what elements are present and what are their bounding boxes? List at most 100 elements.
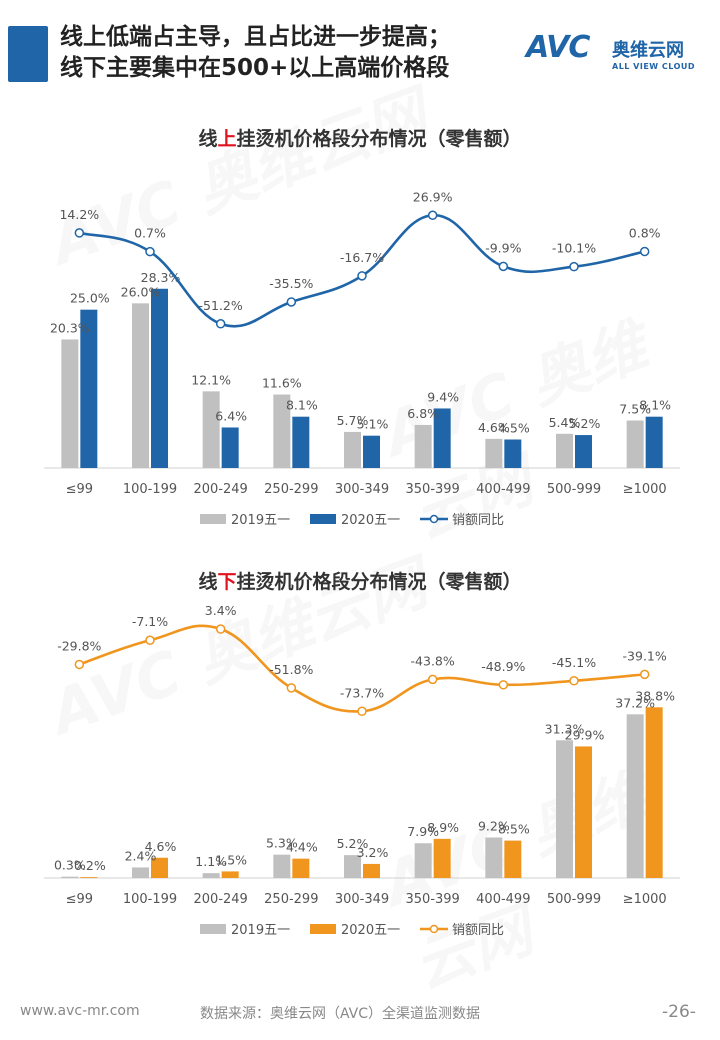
bar-2019 bbox=[273, 854, 291, 878]
yoy-point bbox=[427, 674, 438, 685]
bar-2019 bbox=[61, 339, 79, 468]
legend-swatch-2019 bbox=[200, 514, 226, 524]
bar-2020 bbox=[80, 877, 98, 878]
yoy-point bbox=[498, 680, 509, 690]
bar-2020 bbox=[504, 840, 522, 878]
bar-label-2019: 37.2% bbox=[615, 695, 655, 710]
yoy-label: -35.5% bbox=[269, 276, 313, 291]
legend-label-yoy: 销额同比 bbox=[452, 513, 504, 528]
yoy-label: -7.1% bbox=[132, 614, 168, 629]
bar-2019 bbox=[414, 843, 432, 878]
bar-2019 bbox=[556, 740, 573, 878]
yoy-point bbox=[215, 319, 226, 329]
yoy-point bbox=[215, 624, 226, 634]
page-title: 线上低端占主导，且占比进一步提高； 线下主要集中在500+以上高端价格段 bbox=[60, 22, 530, 84]
yoy-label: -73.7% bbox=[340, 685, 384, 700]
bar-2020 bbox=[433, 408, 451, 468]
x-tick-label: 100-199 bbox=[123, 482, 177, 497]
chart-offline-title: 线下挂烫机价格段分布情况（零售额） bbox=[0, 567, 720, 594]
x-tick-label: 350-399 bbox=[406, 482, 460, 497]
yoy-point bbox=[145, 635, 155, 645]
x-tick-label: 500-999 bbox=[547, 892, 601, 907]
bar-label-2020: 4.5% bbox=[498, 421, 530, 436]
bar-2019 bbox=[556, 433, 573, 468]
page-number: -26- bbox=[662, 1002, 696, 1022]
yoy-point bbox=[427, 210, 438, 221]
bar-2019 bbox=[344, 855, 361, 878]
x-tick-label: 350-399 bbox=[406, 892, 460, 907]
bar-2020 bbox=[151, 288, 168, 468]
yoy-label: -45.1% bbox=[552, 655, 596, 670]
legend-marker-yoy bbox=[429, 514, 439, 524]
bar-label-2020: 5.2% bbox=[569, 416, 601, 431]
bar-2020 bbox=[645, 707, 663, 878]
bar-2019 bbox=[132, 303, 149, 468]
legend-label-2019: 2019五一 bbox=[231, 513, 290, 528]
yoy-label: 0.7% bbox=[134, 226, 166, 241]
yoy-label: -39.1% bbox=[623, 648, 667, 663]
legend-swatch-2020 bbox=[310, 514, 336, 524]
yoy-label: -51.8% bbox=[269, 662, 313, 677]
bar-label-2019: 5.7% bbox=[337, 413, 369, 428]
yoy-point bbox=[74, 228, 85, 238]
bar-label-2020: 28.3% bbox=[141, 270, 181, 285]
bar-label-2020: 29.9% bbox=[565, 727, 605, 742]
bar-label-2019: 1.1% bbox=[195, 854, 227, 869]
chart-offline-title-prefix: 线 bbox=[198, 571, 218, 593]
bar-label-2019: 2.4% bbox=[125, 848, 157, 863]
bar-2019 bbox=[273, 394, 291, 468]
bar-label-2020: 8.5% bbox=[498, 822, 530, 837]
bar-label-2020: 38.8% bbox=[635, 688, 675, 703]
yoy-point bbox=[145, 246, 155, 257]
bar-2019 bbox=[626, 714, 644, 878]
footer-website[interactable]: www.avc-mr.com bbox=[20, 1003, 140, 1019]
bar-label-2020: 8.1% bbox=[639, 398, 671, 413]
yoy-label: -16.7% bbox=[340, 250, 384, 265]
bar-2020 bbox=[363, 863, 380, 878]
yoy-label: 26.9% bbox=[413, 189, 453, 204]
x-tick-label: 200-249 bbox=[194, 482, 248, 497]
bar-label-2019: 5.4% bbox=[549, 415, 581, 430]
x-tick-label: 400-499 bbox=[476, 892, 530, 907]
yoy-point bbox=[639, 246, 650, 257]
legend-label-2019: 2019五一 bbox=[231, 923, 290, 938]
chart-offline-title-accent: 下 bbox=[217, 571, 237, 593]
bar-label-2019: 11.6% bbox=[262, 376, 302, 391]
bar-2020 bbox=[433, 838, 451, 878]
x-tick-label: 250-299 bbox=[264, 892, 318, 907]
bar-label-2020: 6.4% bbox=[215, 408, 247, 423]
yoy-label: 14.2% bbox=[59, 207, 99, 222]
bar-2020 bbox=[151, 857, 168, 878]
avc-logo: AVC 奥维云网 ALL VIEW CLOUD bbox=[526, 30, 716, 80]
bar-2019 bbox=[485, 837, 503, 878]
yoy-point bbox=[357, 706, 367, 717]
bar-2019 bbox=[202, 873, 220, 878]
yoy-point bbox=[286, 297, 297, 307]
bar-2019 bbox=[414, 424, 432, 468]
bar-label-2019: 7.5% bbox=[619, 402, 651, 417]
bar-2019 bbox=[132, 867, 149, 878]
chart-online-title-prefix: 线 bbox=[198, 128, 218, 150]
bar-label-2019: 5.2% bbox=[337, 836, 369, 851]
yoy-point bbox=[286, 683, 297, 693]
bar-2020 bbox=[363, 435, 380, 468]
bar-label-2020: 0.2% bbox=[74, 858, 106, 873]
chart-online-title: 线上挂烫机价格段分布情况（零售额） bbox=[0, 124, 720, 151]
x-tick-label: 300-349 bbox=[335, 892, 389, 907]
bar-label-2019: 5.3% bbox=[266, 836, 298, 851]
chart-offline: 0.3%0.2% ≤99 2.4%4.6% 100-199 1.1%1.5% 200-24… bbox=[44, 603, 680, 938]
page-title-line1: 线上低端占主导，且占比进一步提高； bbox=[60, 24, 451, 50]
bar-label-2019: 12.1% bbox=[191, 372, 231, 387]
bar-label-2019: 26.0% bbox=[121, 284, 161, 299]
yoy-point bbox=[74, 659, 85, 670]
bar-label-2020: 25.0% bbox=[70, 291, 110, 306]
footer-source: 数据来源：奥维云网（AVC）全渠道监测数据 bbox=[200, 1006, 481, 1022]
logo-avc-text: AVC bbox=[526, 30, 590, 65]
yoy-label: 0.8% bbox=[629, 226, 661, 241]
x-tick-label: 500-999 bbox=[547, 482, 601, 497]
bar-label-2020: 9.4% bbox=[427, 389, 459, 404]
x-tick-label: 100-199 bbox=[123, 892, 177, 907]
x-tick-label: ≤99 bbox=[66, 892, 93, 907]
bar-2020 bbox=[292, 416, 310, 468]
x-tick-label: 300-349 bbox=[335, 482, 389, 497]
